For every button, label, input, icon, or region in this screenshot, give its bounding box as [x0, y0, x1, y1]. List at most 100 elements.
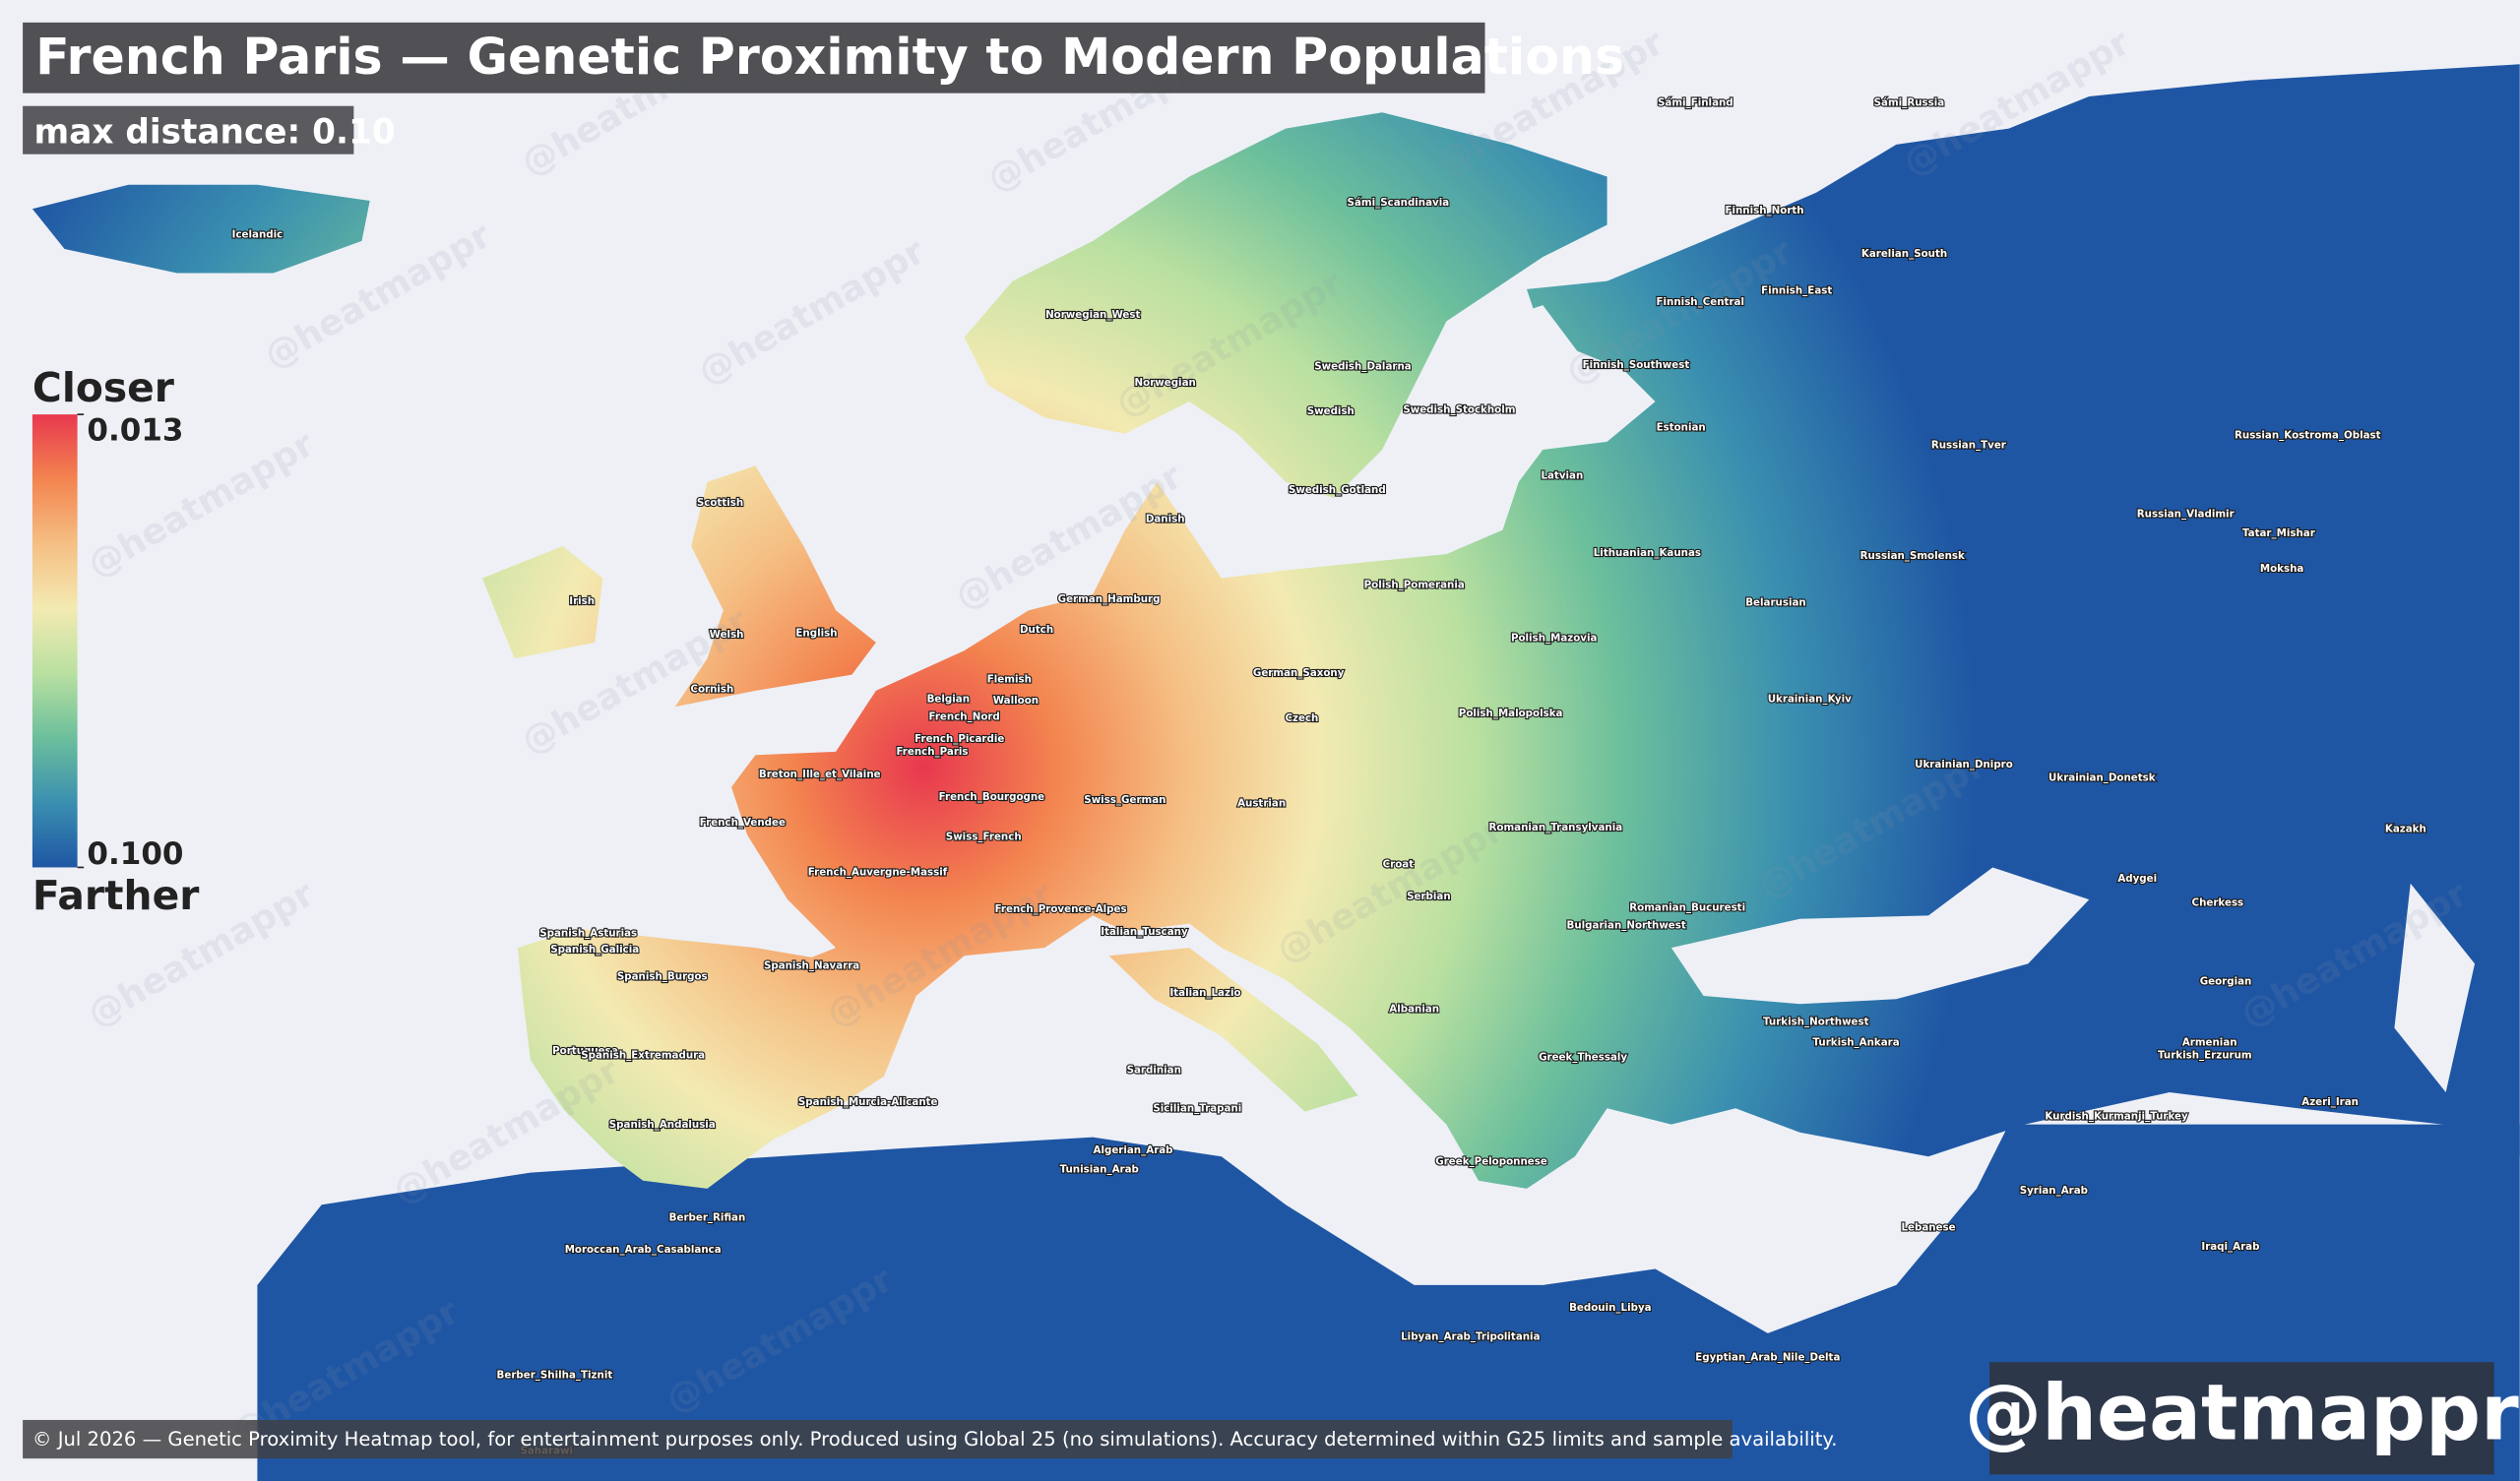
population-label: Norwegian [1135, 377, 1196, 389]
population-label: French_Picardie [914, 733, 1004, 745]
population-label: English [795, 627, 837, 639]
legend-tick-label: 0.100 [87, 836, 183, 872]
population-label: Polish_Malopolska [1459, 708, 1563, 719]
legend: Closer Farther 0.013 0.100 [32, 364, 199, 919]
population-label: Algerian_Arab [1094, 1144, 1173, 1156]
population-label: Walloon [993, 695, 1039, 707]
caspian-sea [2394, 883, 2476, 1092]
population-label: Spanish_Galicia [550, 944, 639, 956]
population-label: Italian_Lazio [1169, 987, 1240, 999]
population-label: Cherkess [2192, 897, 2244, 909]
population-label: Danish [1146, 514, 1185, 525]
population-label: Belgian [927, 693, 970, 705]
population-label: Libyan_Arab_Tripolitania [1401, 1330, 1540, 1342]
population-label: Tunisian_Arab [1060, 1164, 1139, 1176]
population-label: Greek_Thessaly [1539, 1051, 1627, 1063]
population-labels: Icelandic Sámi_Finland Sámi_Russia Sámi_Sca… [230, 96, 2426, 1458]
population-label: Finnish_East [1761, 285, 1832, 297]
subtitle: max distance: 0.10 [34, 112, 396, 152]
britain [674, 465, 876, 708]
population-label: Moroccan_Arab_Casablanca [565, 1244, 722, 1256]
population-label: French_Bourgogne [939, 791, 1045, 803]
population-label: Lithuanian_Kaunas [1594, 547, 1701, 559]
population-label: Spanish_Burgos [617, 971, 708, 983]
population-label: Karelian_South [1861, 248, 1947, 260]
baltic-sea [1382, 305, 1592, 530]
footer-box [23, 1419, 1732, 1459]
population-label: Bedouin_Libya [1569, 1302, 1652, 1314]
population-label: Kurdish_Kurmanji_Turkey [2045, 1111, 2188, 1123]
population-label: Albanian [1389, 1003, 1439, 1015]
population-label: Sámi_Finland [1658, 97, 1733, 109]
population-label: Finnish_Southwest [1583, 359, 1690, 371]
population-label: German_Saxony [1253, 667, 1345, 679]
population-label: French_Nord [929, 710, 1000, 722]
population-label: Tatar_Mishar [2242, 527, 2316, 539]
population-label: Czech [1286, 712, 1319, 724]
legend-bottom-label: Farther [32, 872, 199, 919]
title: French Paris — Genetic Proximity to Mode… [35, 28, 1624, 86]
population-label: Spanish_Asturias [539, 928, 637, 940]
population-label: Bulgarian_Northwest [1567, 919, 1686, 931]
population-label: Belarusian [1745, 596, 1805, 608]
population-label: Polish_Pomerania [1364, 579, 1465, 590]
population-label: Lebanese [1901, 1221, 1955, 1233]
population-label: Russian_Vladimir [2137, 509, 2236, 521]
population-label: Azeri_Iran [2301, 1096, 2359, 1108]
population-label: Serbian [1407, 891, 1451, 902]
population-label: Georgian [2200, 976, 2252, 988]
population-label: Portuguese [552, 1045, 618, 1057]
population-label: Romanian_Transylvania [1489, 822, 1623, 833]
population-label: Moksha [2260, 563, 2304, 575]
population-label: Breton_Ille_et_Vilaine [759, 769, 881, 780]
population-label: Spanish_Murcia-Alicante [798, 1096, 938, 1108]
iceland [32, 184, 370, 274]
population-label: Austrian [1237, 797, 1286, 809]
population-label: Latvian [1541, 469, 1583, 481]
title-box [23, 22, 1485, 93]
black-sea [1670, 867, 2090, 1005]
population-label: Welsh [710, 629, 744, 641]
population-label: German_Hamburg [1058, 593, 1161, 605]
population-label: Swedish [1307, 405, 1354, 417]
population-label: Armenian [2182, 1037, 2237, 1049]
population-label: Romanian_Bucuresti [1629, 902, 1745, 914]
population-label: Dutch [1020, 624, 1053, 636]
population-label: Estonian [1657, 421, 1706, 433]
population-label: Iraqi_Arab [2201, 1241, 2259, 1253]
population-label: Russian_Smolensk [1860, 550, 1966, 562]
population-label: Italian_Tuscany [1101, 926, 1188, 938]
footer: © Jul 2026 — Genetic Proximity Heatmap t… [32, 1428, 1838, 1450]
population-label: Swedish_Dalarna [1314, 360, 1412, 372]
population-label: Swiss_French [946, 832, 1022, 843]
population-label: Finnish_North [1725, 205, 1803, 216]
population-label: Russian_Tver [1931, 439, 2007, 451]
population-label: French_Auvergne-Massif [808, 867, 948, 879]
scandinavia [964, 112, 1607, 499]
population-label: Irish [569, 595, 595, 607]
brand-box [1989, 1362, 2494, 1475]
population-label: Syrian_Arab [2020, 1185, 2088, 1197]
population-label: Croat [1383, 858, 1415, 870]
population-label: Icelandic [232, 229, 284, 241]
population-label: Spanish_Extremadura [581, 1050, 705, 1062]
population-label: Kazakh [2385, 824, 2426, 835]
population-label: French_Vendee [700, 817, 786, 829]
population-label: Swiss_German [1084, 794, 1166, 806]
population-label: Greek_Peloponnese [1435, 1155, 1547, 1167]
land [32, 64, 2520, 1481]
population-label: Flemish [987, 674, 1032, 686]
population-label: Berber_Shilha_Tiznit [497, 1370, 613, 1382]
population-label: French_Paris [896, 746, 968, 758]
population-label: Swedish_Stockholm [1403, 404, 1515, 416]
population-label: Sicilian_Trapani [1153, 1103, 1241, 1115]
population-label: Ukrainian_Kyiv [1768, 693, 1852, 705]
population-label: Scottish [697, 497, 743, 509]
population-label: Sardinian [1127, 1064, 1181, 1076]
population-label: Polish_Mazovia [1511, 632, 1598, 644]
subtitle-box [23, 105, 354, 154]
population-label: Spanish_Navarra [764, 959, 859, 971]
legend-top-label: Closer [32, 364, 174, 411]
population-label: Spanish_Andalusia [609, 1119, 716, 1131]
